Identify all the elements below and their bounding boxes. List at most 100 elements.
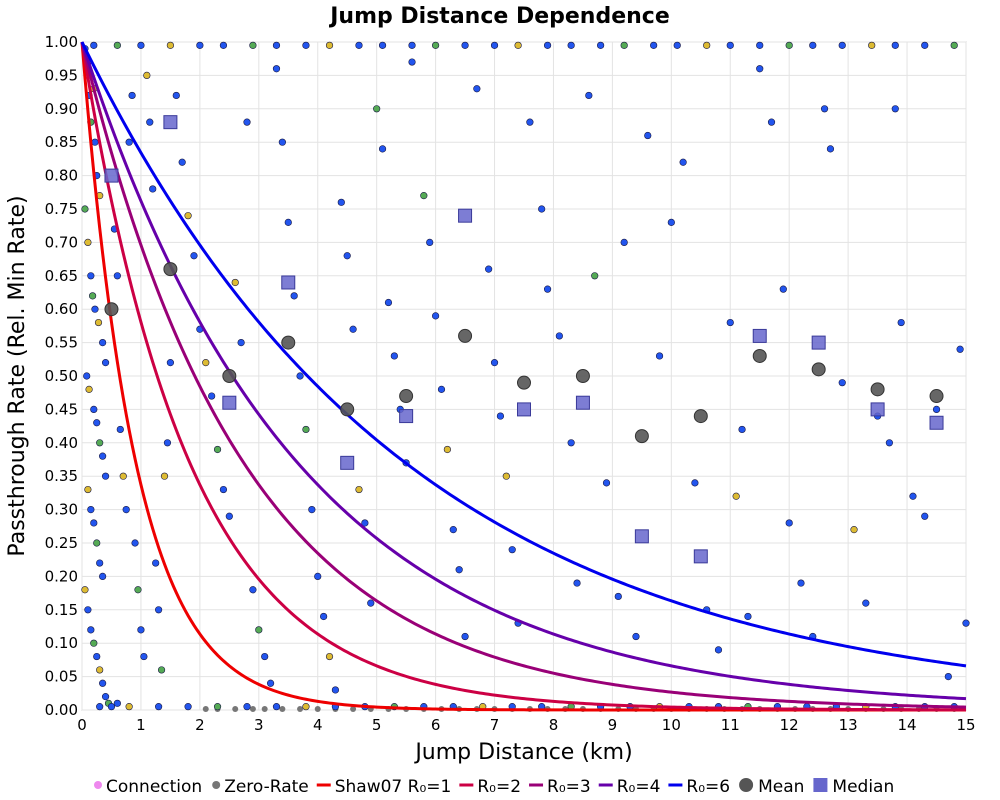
connection-point — [767, 118, 776, 126]
mean-marker — [399, 389, 414, 404]
connection-point — [756, 65, 764, 73]
connection-point — [738, 425, 746, 434]
curve-r0-6 — [80, 41, 967, 668]
connection-point — [461, 41, 469, 49]
connection-point — [614, 592, 622, 601]
connection-point — [508, 546, 516, 554]
legend-item: Shaw07 R₀=1 — [316, 777, 451, 797]
connection-point — [862, 599, 870, 607]
connection-point — [620, 41, 628, 49]
connection-point — [514, 41, 522, 49]
connection-point — [320, 612, 328, 621]
y-axis-ticks: 0.00 0.05 0.10 0.15 0.20 0.25 0.30 0.35 0.40 0.45… — [45, 33, 78, 719]
median-marker — [517, 402, 531, 417]
connection-point — [157, 666, 166, 674]
median-marker — [870, 402, 885, 417]
legend-label: R₀=3 — [547, 777, 591, 797]
connection-point — [373, 105, 381, 113]
connection-point — [432, 41, 440, 49]
connection-point — [408, 58, 416, 66]
connection-point — [490, 41, 499, 49]
connection-point — [87, 272, 95, 280]
curves — [80, 41, 967, 712]
connection-point — [732, 492, 740, 500]
legend-item: R₀=6 — [668, 777, 730, 797]
connection-point — [155, 606, 163, 614]
median-markers — [104, 115, 944, 564]
connection-point — [81, 586, 89, 594]
connection-point — [131, 539, 139, 547]
mean-marker — [870, 382, 885, 397]
connection-point — [96, 559, 104, 567]
connection-point — [691, 479, 699, 487]
connection-point — [125, 138, 133, 146]
connection-point — [384, 298, 393, 307]
connection-point — [567, 439, 575, 447]
connection-point — [146, 118, 154, 126]
connection-point — [868, 41, 876, 49]
connection-point — [679, 158, 687, 166]
connection-point — [432, 312, 440, 320]
connection-point — [81, 205, 89, 213]
connection-point — [90, 519, 98, 527]
x-tick-label: 0 — [77, 716, 87, 734]
y-tick-label: 0.40 — [45, 434, 78, 452]
y-tick-label: 0.75 — [45, 200, 78, 218]
mean-marker — [929, 389, 944, 404]
connection-point — [703, 41, 711, 49]
connection-point — [202, 359, 210, 367]
y-tick-label: 0.00 — [45, 701, 78, 719]
connection-point — [443, 445, 451, 454]
connection-point — [237, 339, 245, 347]
connection-point — [314, 572, 322, 581]
legend-label: Zero-Rate — [224, 777, 309, 797]
connection-point — [785, 41, 793, 49]
curve-r0-2 — [80, 41, 967, 712]
mean-marker — [340, 402, 355, 417]
y-tick-label: 0.85 — [45, 133, 78, 151]
connection-point — [99, 679, 107, 687]
y-axis-label: Passthrough Rate (Rel. Min Rate) — [5, 195, 30, 556]
connection-point — [219, 41, 228, 49]
legend-label: Connection — [106, 777, 202, 797]
mean-marker — [222, 369, 237, 383]
x-tick-label: 14 — [898, 716, 917, 734]
y-tick-label: 0.15 — [45, 601, 78, 619]
connection-point — [196, 41, 204, 49]
connection-point — [278, 138, 286, 146]
legend-label: R₀=2 — [477, 777, 521, 797]
connection-point — [85, 385, 93, 393]
connection-point — [272, 703, 281, 711]
connection-point — [420, 192, 428, 200]
connection-point — [449, 526, 457, 534]
connection-point — [249, 41, 257, 49]
connection-point — [266, 679, 275, 687]
x-tick-label: 12 — [780, 716, 799, 734]
connection-point — [667, 218, 675, 226]
connection-point — [178, 158, 186, 166]
y-tick-label: 0.70 — [45, 233, 78, 251]
connection-point — [90, 41, 98, 49]
legend-item: Mean — [739, 777, 804, 797]
y-tick-label: 0.95 — [45, 66, 78, 84]
connection-point — [134, 586, 142, 594]
connection-point — [116, 425, 124, 434]
connection-point — [172, 91, 180, 100]
x-tick-label: 8 — [549, 716, 559, 734]
y-tick-label: 0.50 — [45, 367, 78, 385]
median-marker — [458, 208, 473, 223]
x-tick-label: 2 — [195, 716, 205, 734]
connection-point — [91, 305, 99, 313]
x-axis-label: Jump Distance (km) — [413, 740, 632, 765]
connection-point — [355, 485, 363, 494]
connection-point — [437, 385, 446, 393]
connection-point — [96, 666, 104, 674]
connection-point — [137, 41, 145, 49]
connection-point — [137, 626, 145, 634]
connection-point — [113, 41, 121, 49]
connection-point — [101, 359, 110, 367]
connection-point — [485, 265, 493, 273]
connection-point — [408, 41, 416, 49]
connection-point — [190, 252, 198, 260]
legend-item: R₀=2 — [459, 777, 521, 797]
